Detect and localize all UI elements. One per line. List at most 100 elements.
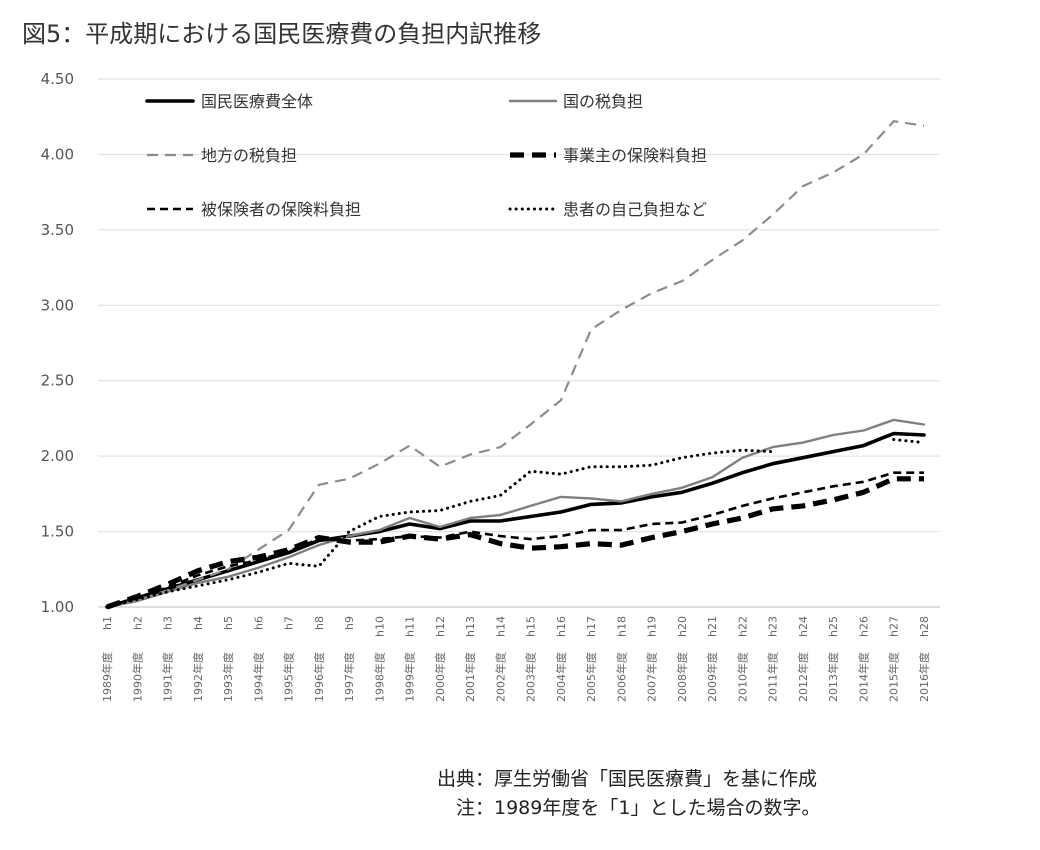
legend-label: 患者の自己負担など	[563, 200, 707, 219]
x-tick-era: h12	[434, 616, 447, 637]
x-tick-year: 2003年度	[524, 652, 538, 702]
x-tick-label: h2 1990年度	[130, 616, 144, 702]
legend-label: 被保険者の保険料負担	[201, 200, 361, 219]
x-tick-label: h15 2003年度	[524, 616, 538, 702]
x-tick-label: h23 2011年度	[766, 616, 780, 702]
x-tick-label: h7 1995年度	[282, 616, 296, 702]
line-chart: 1.00 1.50 2.00 2.50 3.00 3.50 4.00 4.50 h1 1989年…	[41, 70, 940, 702]
x-tick-year: 2002年度	[493, 652, 507, 702]
x-tick-label: h20 2008年度	[675, 616, 689, 702]
source-note: 出典：厚生労働省「国民医療費」を基に作成	[437, 768, 818, 790]
x-tick-year: 1989年度	[100, 652, 114, 702]
x-tick-era: h25	[827, 616, 840, 637]
x-tick-era: h15	[525, 616, 538, 637]
x-tick-year: 1994年度	[251, 652, 265, 702]
x-tick-era: h14	[494, 616, 507, 637]
x-tick-era: h1	[101, 616, 114, 630]
x-axis-ticks: h1 1989年度 h2 1990年度 h3 1991年度 h4 1992年度 h5 1993年度…	[100, 616, 931, 702]
x-tick-era: h22	[736, 616, 749, 637]
x-tick-label: h19 2007年度	[645, 616, 659, 702]
x-tick-label: h17 2005年度	[584, 616, 598, 702]
x-tick-era: h23	[767, 616, 780, 637]
x-tick-year: 1992年度	[191, 652, 205, 702]
x-tick-era: h2	[131, 616, 144, 630]
x-tick-year: 2015年度	[887, 652, 901, 702]
x-tick-year: 1996年度	[312, 652, 326, 702]
x-tick-era: h28	[918, 616, 931, 637]
x-tick-year: 2007年度	[645, 652, 659, 702]
x-tick-era: h18	[615, 616, 628, 637]
legend-label: 国民医療費全体	[201, 92, 313, 111]
x-tick-year: 1998年度	[372, 652, 386, 702]
series-line	[105, 418, 926, 609]
y-tick-label: 2.00	[41, 447, 74, 465]
x-tick-year: 2004年度	[554, 652, 568, 702]
x-tick-year: 2011年度	[766, 652, 780, 702]
x-tick-era: h20	[676, 616, 689, 637]
legend-label: 地方の税負担	[201, 146, 297, 165]
x-tick-era: h10	[373, 616, 386, 637]
series-line	[105, 438, 926, 609]
x-tick-label: h28 2016年度	[917, 616, 931, 702]
x-tick-era: h6	[252, 616, 265, 630]
series-line	[106, 476, 924, 610]
x-tick-year: 1999年度	[403, 652, 417, 702]
x-tick-year: 1993年度	[221, 652, 235, 702]
x-tick-year: 2016年度	[917, 652, 931, 702]
x-tick-label: h16 2004年度	[554, 616, 568, 702]
x-tick-label: h14 2002年度	[493, 616, 507, 702]
x-tick-era: h27	[888, 616, 901, 637]
legend-label: 事業主の保険料負担	[563, 146, 707, 165]
x-tick-label: h24 2012年度	[796, 616, 810, 702]
x-tick-year: 2006年度	[614, 652, 628, 702]
x-tick-year: 2000年度	[433, 652, 447, 702]
gridlines	[98, 78, 940, 608]
x-tick-era: h11	[404, 616, 417, 637]
y-tick-label: 4.00	[41, 145, 74, 163]
x-tick-year: 1997年度	[342, 652, 356, 702]
x-tick-label: h8 1996年度	[312, 616, 326, 702]
x-tick-year: 2014年度	[856, 652, 870, 702]
x-tick-label: h1 1989年度	[100, 616, 114, 702]
x-tick-label: h26 2014年度	[856, 616, 870, 702]
series-lines	[105, 120, 926, 610]
x-tick-label: h13 2001年度	[463, 616, 477, 702]
series-line	[105, 431, 926, 609]
x-tick-era: h3	[162, 616, 175, 630]
x-tick-year: 1990年度	[130, 652, 144, 702]
x-tick-era: h13	[464, 616, 477, 637]
x-tick-era: h5	[222, 616, 235, 630]
x-tick-era: h21	[706, 616, 719, 637]
x-tick-year: 2001年度	[463, 652, 477, 702]
x-tick-era: h24	[797, 616, 810, 637]
x-tick-era: h19	[646, 616, 659, 637]
x-tick-year: 2010年度	[735, 652, 749, 702]
x-tick-label: h9 1997年度	[342, 616, 356, 702]
x-tick-year: 2008年度	[675, 652, 689, 702]
x-tick-label: h6 1994年度	[251, 616, 265, 702]
x-tick-label: h21 2009年度	[705, 616, 719, 702]
x-tick-era: h4	[192, 616, 205, 630]
series-line	[106, 120, 925, 609]
chart-title: 図5：平成期における国民医療費の負担内訳推移	[22, 20, 542, 48]
x-tick-label: h18 2006年度	[614, 616, 628, 702]
x-tick-label: h22 2010年度	[735, 616, 749, 702]
y-tick-label: 4.50	[41, 70, 74, 88]
x-tick-label: h11 1999年度	[403, 616, 417, 702]
x-tick-era: h8	[313, 616, 326, 630]
y-tick-label: 1.50	[41, 523, 74, 541]
y-tick-label: 2.50	[41, 372, 74, 390]
base-note: 注：1989年度を「1」とした場合の数字。	[456, 797, 821, 819]
x-tick-label: h10 1998年度	[372, 616, 386, 702]
x-tick-label: h3 1991年度	[161, 616, 175, 702]
y-tick-label: 3.50	[41, 221, 74, 239]
x-tick-label: h5 1993年度	[221, 616, 235, 702]
x-tick-label: h4 1992年度	[191, 616, 205, 702]
x-tick-year: 1995年度	[282, 652, 296, 702]
x-tick-year: 1991年度	[161, 652, 175, 702]
x-tick-year: 2012年度	[796, 652, 810, 702]
x-tick-label: h27 2015年度	[887, 616, 901, 702]
series-line	[106, 471, 924, 609]
x-tick-label: h25 2013年度	[826, 616, 840, 702]
